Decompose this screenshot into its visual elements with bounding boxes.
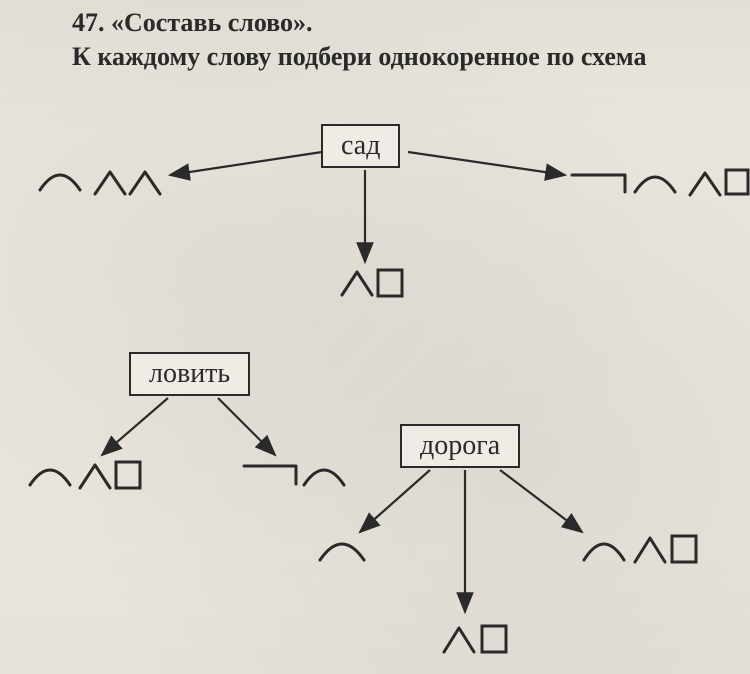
arrow-doroga-right	[500, 470, 582, 532]
exercise-number: 47. «Составь слово».	[72, 8, 313, 38]
arrow-sad-left	[170, 152, 322, 175]
morph-sad-left	[40, 172, 160, 194]
arrow-lovit-right	[218, 398, 275, 455]
number-text: 47.	[72, 8, 105, 37]
exercise-subtitle: К каждому слову подбери однокоренное по …	[72, 42, 646, 72]
arrow-doroga-left	[360, 470, 430, 532]
morph-lovit-right	[244, 466, 344, 485]
word-box-sad: сад	[321, 124, 400, 168]
arrow-lovit-left	[102, 398, 168, 455]
morph-doroga-down	[444, 626, 506, 652]
morph-doroga-right	[584, 536, 696, 562]
diagram-svg	[0, 0, 750, 674]
morph-lovit-left	[30, 462, 140, 488]
morph-doroga-left	[320, 544, 364, 560]
arrow-sad-right	[408, 152, 565, 175]
word-box-doroga: дорога	[400, 424, 520, 468]
title-text: «Составь слово».	[111, 8, 313, 37]
word-box-lovit: ловить	[129, 352, 250, 396]
morph-sad-right	[572, 170, 748, 195]
morph-sad-down	[342, 270, 402, 296]
